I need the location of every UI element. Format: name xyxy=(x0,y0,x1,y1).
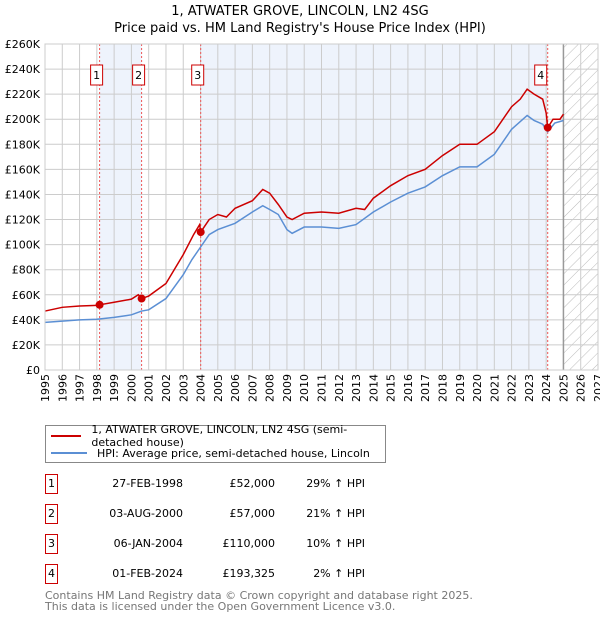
sale-date: 06-JAN-2004 xyxy=(113,537,183,550)
sale-date: 01-FEB-2024 xyxy=(112,567,183,580)
x-tick-label: 2011 xyxy=(316,374,329,402)
y-tick-label: £240K xyxy=(5,63,41,76)
sale-row: 1 27-FEB-1998 £52,000 29% ↑ HPI xyxy=(45,474,445,494)
line-chart: 1995 1996 1997 1998 1999 2000 2001 2002 2003 2004… xyxy=(5,38,600,402)
sale-marker-number: 4 xyxy=(45,564,58,584)
x-tick-label: 2005 xyxy=(212,374,225,402)
legend-item-property: 1, ATWATER GROVE, LINCOLN, LN2 4SG (semi… xyxy=(46,423,385,449)
sale-row: 2 03-AUG-2000 £57,000 21% ↑ HPI xyxy=(45,504,445,524)
x-tick-label: 2024 xyxy=(540,374,553,402)
sale-price: £193,325 xyxy=(222,567,276,580)
x-tick-label: 2015 xyxy=(385,374,398,402)
x-tick-label: 2012 xyxy=(333,374,346,402)
x-tick-label: 2018 xyxy=(436,374,449,402)
plot-frame xyxy=(44,43,599,371)
y-tick-label: £60K xyxy=(12,289,41,302)
x-tick-label: 2023 xyxy=(523,374,536,402)
x-tick-label: 2025 xyxy=(557,374,570,402)
x-tick-label: 2027 xyxy=(592,374,600,402)
x-tick-label: 2009 xyxy=(281,374,294,402)
x-tick-label: 2026 xyxy=(575,374,588,402)
x-tick-label: 2021 xyxy=(488,374,501,402)
sale-marker-label: 4 xyxy=(537,69,544,82)
sale-hpi-diff: 2% ↑ HPI xyxy=(313,567,365,580)
y-tick-label: £120K xyxy=(5,214,41,227)
shaded-period xyxy=(200,44,548,370)
sale-price: £57,000 xyxy=(229,507,276,520)
sale-marker-number: 2 xyxy=(45,504,58,524)
x-tick-label: 2004 xyxy=(195,374,208,402)
sale-marker-box xyxy=(90,64,104,86)
y-tick-label: £260K xyxy=(5,38,41,51)
y-tick-label: £80K xyxy=(12,264,41,277)
x-tick-label: 2022 xyxy=(506,374,519,402)
x-tick-label: 1997 xyxy=(74,374,87,402)
y-tick-label: £200K xyxy=(5,113,41,126)
legend: 1, ATWATER GROVE, LINCOLN, LN2 4SG (semi… xyxy=(45,423,386,463)
sale-row: 4 01-FEB-2024 £193,325 2% ↑ HPI xyxy=(45,564,445,584)
x-tick-label: 2014 xyxy=(367,374,380,402)
sale-row: 3 06-JAN-2004 £110,000 10% ↑ HPI xyxy=(45,534,445,554)
chart-title: 1, ATWATER GROVE, LINCOLN, LN2 4SG xyxy=(171,4,429,19)
y-tick-label: £220K xyxy=(5,88,41,101)
legend-item-hpi: HPI: Average price, semi-detached house,… xyxy=(46,445,370,461)
chart-subtitle: Price paid vs. HM Land Registry's House … xyxy=(114,21,486,36)
legend-swatch xyxy=(51,452,87,454)
x-tick-label: 1999 xyxy=(108,374,121,402)
x-tick-label: 2000 xyxy=(125,374,138,402)
x-tick-label: 2003 xyxy=(177,374,190,402)
y-tick-label: £20K xyxy=(12,339,41,352)
footer: Contains HM Land Registry data © Crown c… xyxy=(45,590,473,612)
sale-hpi-diff: 29% ↑ HPI xyxy=(306,477,365,490)
shaded-period xyxy=(99,44,142,370)
x-tick-label: 2002 xyxy=(160,374,173,402)
x-tick-label: 2008 xyxy=(264,374,277,402)
legend-label: HPI: Average price, semi-detached house,… xyxy=(97,446,370,460)
x-tick-label: 2006 xyxy=(229,374,242,402)
legend-label: 1, ATWATER GROVE, LINCOLN, LN2 4SG (semi… xyxy=(91,423,348,449)
sale-marker-box xyxy=(191,64,205,86)
sale-marker-number: 3 xyxy=(45,534,58,554)
y-tick-label: £140K xyxy=(5,188,41,201)
sale-marker-box xyxy=(132,64,146,86)
sale-hpi-diff: 10% ↑ HPI xyxy=(306,537,365,550)
hpi-line xyxy=(44,114,564,324)
x-tick-label: 1998 xyxy=(91,374,104,402)
sale-point xyxy=(137,294,146,303)
y-tick-label: £180K xyxy=(5,138,41,151)
sale-marker-label: 3 xyxy=(194,69,201,82)
x-tick-label: 2020 xyxy=(471,374,484,402)
legend-swatch xyxy=(51,435,82,437)
sale-date: 27-FEB-1998 xyxy=(112,477,183,490)
sale-marker-label: 1 xyxy=(93,69,100,82)
sale-point xyxy=(196,228,205,237)
y-tick-label: £100K xyxy=(5,239,41,252)
y-tick-label: £160K xyxy=(5,163,41,176)
x-tick-label: 2013 xyxy=(350,374,363,402)
sale-marker-box xyxy=(534,64,548,86)
x-tick-label: 2007 xyxy=(246,374,259,402)
x-tick-label: 2017 xyxy=(419,374,432,402)
x-tick-label: 2019 xyxy=(454,374,467,402)
sale-point xyxy=(95,300,104,309)
y-tick-label: £0 xyxy=(26,364,40,377)
sale-price: £52,000 xyxy=(229,477,276,490)
x-tick-label: 2001 xyxy=(143,374,156,402)
sale-price: £110,000 xyxy=(222,537,276,550)
sale-date: 03-AUG-2000 xyxy=(109,507,183,520)
x-tick-label: 2010 xyxy=(298,374,311,402)
footer-licence: This data is licensed under the Open Gov… xyxy=(45,600,396,613)
x-tick-label: 2016 xyxy=(402,374,415,402)
sale-marker-number: 1 xyxy=(45,474,58,494)
footer-copyright: Contains HM Land Registry data © Crown c… xyxy=(45,589,473,602)
x-tick-label: 1996 xyxy=(56,374,69,402)
y-tick-label: £40K xyxy=(12,314,41,327)
sale-point xyxy=(543,123,552,132)
x-tick-label: 1995 xyxy=(39,374,52,402)
sale-marker-label: 2 xyxy=(135,69,142,82)
sale-hpi-diff: 21% ↑ HPI xyxy=(306,507,365,520)
